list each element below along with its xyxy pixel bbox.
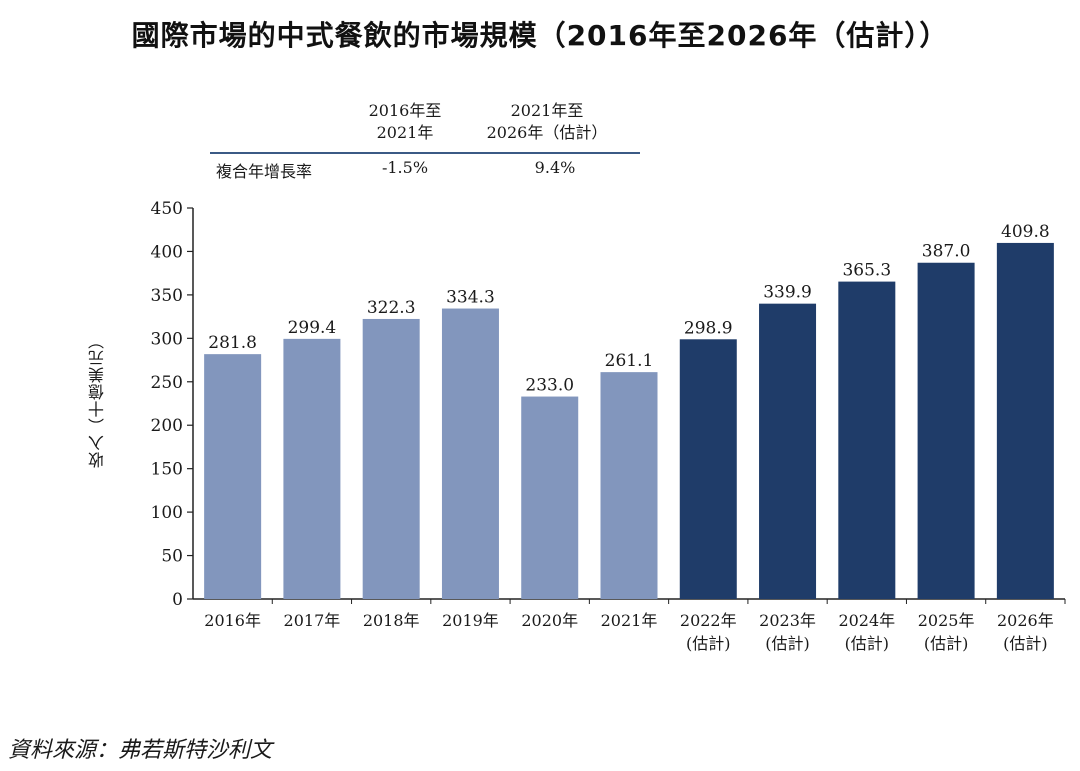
cagr-value-period2: 9.4% (534, 158, 576, 177)
cagr-table: 2016年至 2021年 2021年至 2026年（估計） 複合年增長率 -1.… (210, 100, 650, 190)
bar-value-label: 322.3 (367, 298, 416, 318)
y-tick-label: 0 (172, 590, 183, 610)
chart-title: 國際市場的中式餐飲的市場規模（2016年至2026年（估計）） (131, 19, 949, 52)
cagr-header-period2-line1: 2021年至 (510, 101, 584, 120)
source-note: 資料來源：弗若斯特沙利文 (8, 738, 273, 763)
bar (917, 262, 975, 599)
bar-value-label: 298.9 (684, 318, 733, 338)
cagr-header-period1-line2: 2021年 (376, 123, 434, 142)
cagr-header-period1-line1: 2016年至 (368, 101, 442, 120)
x-tick-label: 2025年 (918, 611, 975, 630)
x-tick-label: 2022年 (680, 611, 737, 630)
bar-value-label: 409.8 (1001, 222, 1050, 242)
y-tick-label: 350 (151, 286, 183, 306)
cagr-header-period2: 2021年至 2026年（估計） (472, 100, 622, 144)
x-tick-label: (估計) (686, 634, 731, 653)
bar (679, 339, 737, 599)
bar-value-label: 339.9 (763, 283, 812, 303)
bar (362, 318, 420, 599)
bar-value-label: 365.3 (842, 261, 891, 281)
bar-value-label: 387.0 (922, 242, 971, 262)
bar (441, 308, 499, 599)
cagr-header-period2-line2: 2026年（估計） (486, 123, 608, 142)
y-tick-label: 450 (151, 199, 183, 219)
x-tick-label: 2021年 (601, 611, 658, 630)
bar (996, 242, 1054, 600)
x-tick-label: 2023年 (759, 611, 816, 630)
y-tick-label: 150 (151, 460, 183, 480)
x-tick-label: (估計) (765, 634, 810, 653)
x-tick-label: 2024年 (838, 611, 895, 630)
bar (204, 354, 262, 599)
y-tick-label: 50 (161, 547, 183, 567)
y-tick-label: 250 (151, 373, 183, 393)
y-tick-label: 400 (151, 242, 183, 262)
bar (600, 372, 658, 599)
bar-chart: 0 50 100 150 200 250 300 350 400 450 281.8 2016年 299… (151, 199, 1066, 653)
y-tick-label: 300 (151, 329, 183, 349)
bar (759, 303, 817, 599)
x-tick-label: (估計) (1003, 634, 1048, 653)
x-tick-label: 2016年 (204, 611, 261, 630)
bar-value-label: 299.4 (288, 318, 337, 338)
bar (838, 281, 896, 599)
cagr-row-label: 複合年增長率 (216, 162, 313, 181)
bar-value-label: 334.3 (446, 288, 495, 308)
cagr-value-period1: -1.5% (381, 158, 429, 177)
x-tick-label: 2019年 (442, 611, 499, 630)
bar (283, 338, 341, 599)
x-tick-label: 2020年 (521, 611, 578, 630)
cagr-divider (210, 152, 640, 154)
x-tick-label: 2017年 (284, 611, 341, 630)
cagr-header-period1: 2016年至 2021年 (350, 100, 460, 144)
bar (521, 396, 579, 599)
bar-value-label: 281.8 (208, 333, 257, 353)
x-tick-label: (估計) (845, 634, 890, 653)
y-tick-label: 200 (151, 416, 183, 436)
x-tick-label: (估計) (924, 634, 969, 653)
x-tick-label: 2026年 (997, 611, 1054, 630)
bar-value-label: 261.1 (605, 351, 654, 371)
y-tick-label: 100 (151, 503, 183, 523)
bar-value-label: 233.0 (525, 376, 574, 396)
x-tick-label: 2018年 (363, 611, 420, 630)
